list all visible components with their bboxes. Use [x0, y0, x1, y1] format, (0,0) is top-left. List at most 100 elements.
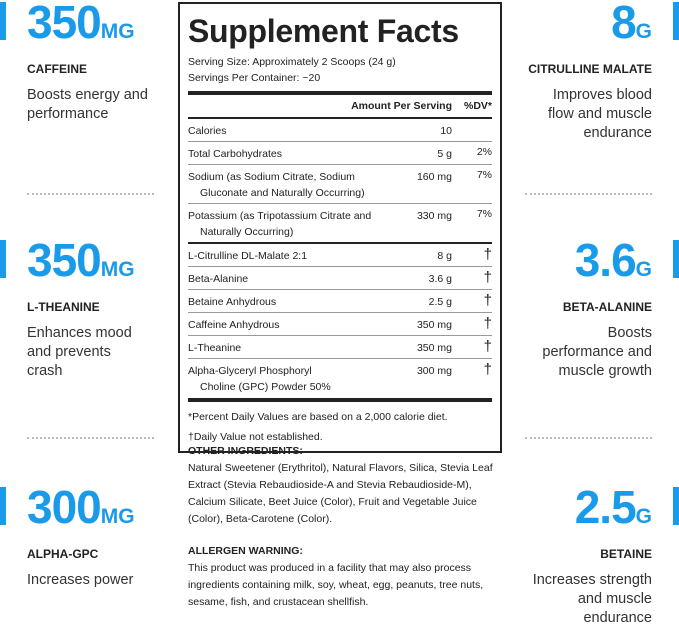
stat-amount: 3.6	[574, 234, 637, 286]
stat-caffeine: 350MG CAFFEINE Boosts energy and perform…	[27, 0, 167, 124]
divider	[525, 193, 652, 195]
stat-unit: G	[635, 505, 652, 528]
nutrient-name: Beta-Alanine	[188, 273, 249, 285]
stat-desc: Increases strength and muscle endurance	[532, 572, 652, 626]
facts-row: Beta-Alanine 3.6 g †	[188, 267, 492, 290]
stat-amount: 8	[611, 0, 637, 48]
facts-row: Alpha-Glyceryl Phosphoryl Choline (GPC) P…	[188, 359, 492, 398]
nutrient-amount: 330 mg	[416, 210, 452, 222]
stat-citrulline: 8G CITRULLINE MALATE Improves blood flow…	[512, 0, 652, 143]
nutrient-dv: 7%	[476, 169, 492, 181]
stat-unit: MG	[100, 505, 135, 528]
stat-desc: Boosts energy and performance	[27, 87, 148, 122]
nutrient-amount: 350 mg	[416, 342, 452, 354]
accent-bar	[673, 487, 679, 525]
nutrient-name: Sodium (as Sodium Citrate, Sodium	[188, 171, 355, 183]
ingredient-sections: OTHER INGREDIENTS: Natural Sweetener (Er…	[188, 443, 506, 611]
nutrient-amount: 350 mg	[416, 319, 452, 331]
stat-name: BETAINE	[600, 547, 652, 561]
stat-name: CAFFEINE	[27, 62, 87, 76]
nutrient-amount: 160 mg	[416, 171, 452, 183]
divider	[188, 398, 492, 402]
divider	[188, 91, 492, 95]
nutrient-dv: †	[483, 315, 492, 332]
nutrient-name: Betaine Anhydrous	[188, 296, 277, 308]
section-text: This product was produced in a facility …	[188, 562, 484, 608]
stat-amount: 350	[27, 0, 102, 48]
dv-header: %DV*	[463, 100, 492, 112]
stat-name: BETA-ALANINE	[562, 300, 652, 314]
nutrient-amount: 5 g	[437, 148, 452, 160]
facts-row: L-Theanine 350 mg †	[188, 336, 492, 359]
stat-alpha-gpc: 300MG ALPHA-GPC Increases power	[27, 484, 167, 590]
nutrient-amount: 300 mg	[416, 365, 452, 377]
stat-beta-alanine: 3.6G BETA-ALANINE Boosts performance and…	[512, 237, 652, 381]
divider	[27, 193, 154, 195]
stat-amount: 300	[27, 481, 102, 533]
stat-amount: 2.5	[574, 481, 637, 533]
stat-amount: 350	[27, 234, 102, 286]
stat-name: CITRULLINE MALATE	[528, 62, 652, 76]
divider	[525, 437, 652, 439]
accent-bar	[673, 2, 679, 40]
allergen-warning: ALLERGEN WARNING: This product was produ…	[188, 543, 506, 611]
nutrient-amount: 2.5 g	[428, 296, 452, 308]
accent-bar	[673, 240, 679, 278]
stat-unit: MG	[100, 258, 135, 281]
stat-l-theanine: 350MG L-THEANINE Enhances mood and preve…	[27, 237, 167, 381]
facts-row: Betaine Anhydrous 2.5 g †	[188, 290, 492, 313]
divider	[27, 437, 154, 439]
facts-row: Potassium (as Tripotassium Citrate and Na…	[188, 204, 492, 244]
servings-per-container: Servings Per Container: ~20	[188, 72, 321, 84]
facts-rows: Calories 10 Total Carbohydrates 5 g 2% Sodium…	[188, 119, 492, 398]
stat-desc: Boosts performance and muscle growth	[542, 325, 652, 379]
nutrient-name: Caffeine Anhydrous	[188, 319, 280, 331]
nutrient-name: Total Carbohydrates	[188, 148, 282, 160]
nutrient-dv: †	[483, 338, 492, 355]
section-heading: OTHER INGREDIENTS:	[188, 445, 303, 457]
nutrient-dv: †	[483, 292, 492, 309]
facts-row: Sodium (as Sodium Citrate, Sodium Glucona…	[188, 165, 492, 204]
nutrient-amount: 10	[440, 125, 452, 137]
section-text: Natural Sweetener (Erythritol), Natural …	[188, 462, 493, 525]
nutrient-dv: †	[483, 269, 492, 286]
nutrient-name-cont: Gluconate and Naturally Occurring)	[200, 187, 365, 199]
stat-name: L-THEANINE	[27, 300, 100, 314]
nutrient-dv: 2%	[476, 146, 492, 158]
nutrient-amount: 8 g	[437, 250, 452, 262]
facts-header: Amount Per Serving %DV*	[188, 95, 492, 119]
nutrient-name-cont: Naturally Occurring)	[200, 226, 294, 238]
section-heading: ALLERGEN WARNING:	[188, 545, 303, 557]
stat-unit: MG	[100, 20, 135, 43]
facts-row: Caffeine Anhydrous 350 mg †	[188, 313, 492, 336]
stat-desc: Enhances mood and prevents crash	[27, 325, 132, 379]
stat-unit: G	[635, 20, 652, 43]
other-ingredients: OTHER INGREDIENTS: Natural Sweetener (Er…	[188, 443, 506, 528]
stat-desc: Improves blood flow and muscle endurance	[548, 87, 652, 141]
facts-title: Supplement Facts	[188, 13, 459, 49]
amount-header: Amount Per Serving	[351, 100, 452, 112]
facts-row: L-Citrulline DL-Malate 2:1 8 g †	[188, 244, 492, 267]
footnote: *Percent Daily Values are based on a 2,0…	[188, 411, 448, 423]
facts-row: Calories 10	[188, 119, 492, 142]
accent-bar	[0, 240, 6, 278]
nutrient-name: Alpha-Glyceryl Phosphoryl	[188, 365, 312, 377]
nutrient-name: Calories	[188, 125, 227, 137]
stat-name: ALPHA-GPC	[27, 547, 99, 561]
nutrient-dv: †	[483, 246, 492, 263]
accent-bar	[0, 2, 6, 40]
stat-desc: Increases power	[27, 572, 134, 588]
nutrient-dv: 7%	[476, 208, 492, 220]
nutrient-name: L-Theanine	[188, 342, 242, 354]
serving-size: Serving Size: Approximately 2 Scoops (24…	[188, 56, 396, 68]
facts-row: Total Carbohydrates 5 g 2%	[188, 142, 492, 165]
supplement-facts-panel: Supplement Facts Serving Size: Approxima…	[178, 2, 502, 453]
nutrient-name: L-Citrulline DL-Malate 2:1	[188, 250, 308, 262]
nutrient-dv: †	[483, 361, 492, 378]
nutrient-name-cont: Choline (GPC) Powder 50%	[200, 381, 331, 393]
accent-bar	[0, 487, 6, 525]
nutrient-name: Potassium (as Tripotassium Citrate and	[188, 210, 372, 222]
nutrient-amount: 3.6 g	[428, 273, 452, 285]
stat-betaine: 2.5G BETAINE Increases strength and musc…	[512, 484, 652, 628]
footnote: †Daily Value not established.	[188, 431, 323, 443]
